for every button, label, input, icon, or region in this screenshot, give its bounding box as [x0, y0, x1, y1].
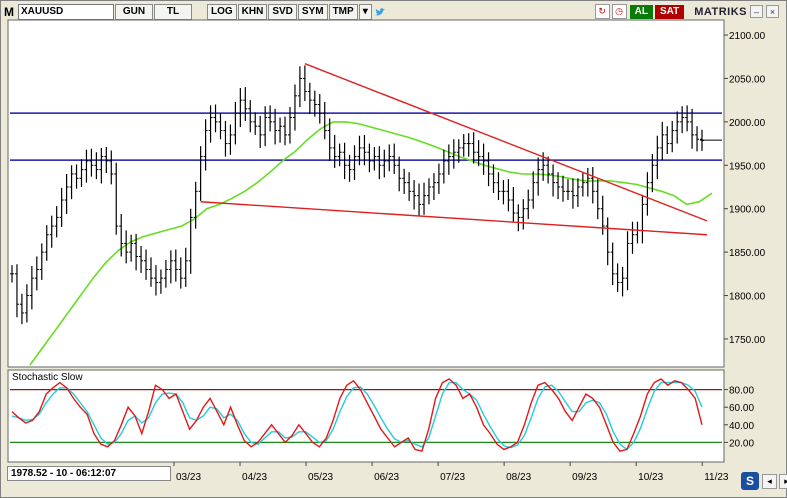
date-tick-label: 04/23 [242, 472, 267, 483]
stoch-tick-label: 20.00 [729, 438, 754, 449]
stochastic-d-line [11, 381, 703, 451]
symbol-field[interactable]: XAUUSD [18, 3, 114, 20]
twitter-icon[interactable] [374, 6, 386, 18]
stochastic-title: Stochastic Slow [12, 372, 83, 383]
stoch-tick-label: 40.00 [729, 421, 754, 432]
price-tick-label: 2100.00 [729, 31, 766, 42]
sync-icon[interactable]: S [741, 472, 759, 490]
date-axis: 03/23 04/23 05/23 06/23 07/23 08/23 09/23 10/23… [173, 462, 729, 483]
stoch-tick-label: 80.00 [729, 386, 754, 397]
tmp-button[interactable]: TMP [328, 3, 358, 20]
refresh-icon[interactable]: ↻ [594, 4, 610, 19]
buy-button[interactable]: AL [629, 4, 653, 19]
sym-button[interactable]: SYM [297, 3, 328, 20]
stoch-tick-label: 60.00 [729, 403, 754, 414]
minimize-icon[interactable]: – [750, 5, 763, 18]
stochastic-panel [7, 369, 725, 463]
price-axis: 1750.00 1800.00 1850.00 1900.00 1950.00 2000.… [724, 31, 766, 346]
khn-button[interactable]: KHN [237, 3, 268, 20]
alarm-icon[interactable]: ◷ [611, 4, 627, 19]
price-tick-label: 1750.00 [729, 335, 766, 346]
brand-logo: MATRIKS [694, 5, 747, 18]
date-tick-label: 07/23 [440, 472, 465, 483]
date-tick-label: 06/23 [374, 472, 399, 483]
trendline [200, 201, 708, 236]
sell-button[interactable]: SAT [654, 4, 685, 19]
price-panel [7, 19, 725, 368]
toolbar: M XAUUSD GUN TL LOG KHN SVD SYM TMP ▾ ↻ … [2, 3, 783, 20]
nav-controls: ◂ ▸ [760, 474, 787, 489]
date-tick-label: 10/23 [638, 472, 663, 483]
date-tick-label: 08/23 [506, 472, 531, 483]
price-tick-label: 1800.00 [729, 292, 766, 303]
price-bars [10, 65, 704, 325]
price-tick-label: 2000.00 [729, 118, 766, 129]
currency-button[interactable]: TL [154, 3, 192, 20]
date-tick-label: 11/23 [704, 472, 729, 483]
scroll-right-icon[interactable]: ▸ [779, 474, 787, 489]
date-tick-label: 03/23 [176, 472, 201, 483]
right-tools: ↻ ◷ AL SAT MATRIKS – × [593, 3, 779, 20]
period-button[interactable]: GUN [115, 3, 153, 20]
stochastic-k-line [11, 378, 703, 453]
date-tick-label: 05/23 [308, 472, 333, 483]
price-tick-label: 1900.00 [729, 205, 766, 216]
stochastic-axis: 20.00 40.00 60.00 80.00 [724, 386, 754, 449]
dropdown-arrow-icon[interactable]: ▾ [358, 3, 372, 20]
price-readout: 1978.52 - 10 - 06:12:07 [7, 466, 171, 481]
price-tick-label: 2050.00 [729, 74, 766, 85]
log-button[interactable]: LOG [207, 3, 237, 20]
svd-button[interactable]: SVD [268, 3, 297, 20]
price-tick-label: 1850.00 [729, 248, 766, 259]
app-logo: M [4, 4, 14, 19]
trendline [304, 63, 708, 222]
close-icon[interactable]: × [766, 5, 779, 18]
price-tick-label: 1950.00 [729, 161, 766, 172]
date-tick-label: 09/23 [572, 472, 597, 483]
scroll-left-icon[interactable]: ◂ [762, 474, 777, 489]
